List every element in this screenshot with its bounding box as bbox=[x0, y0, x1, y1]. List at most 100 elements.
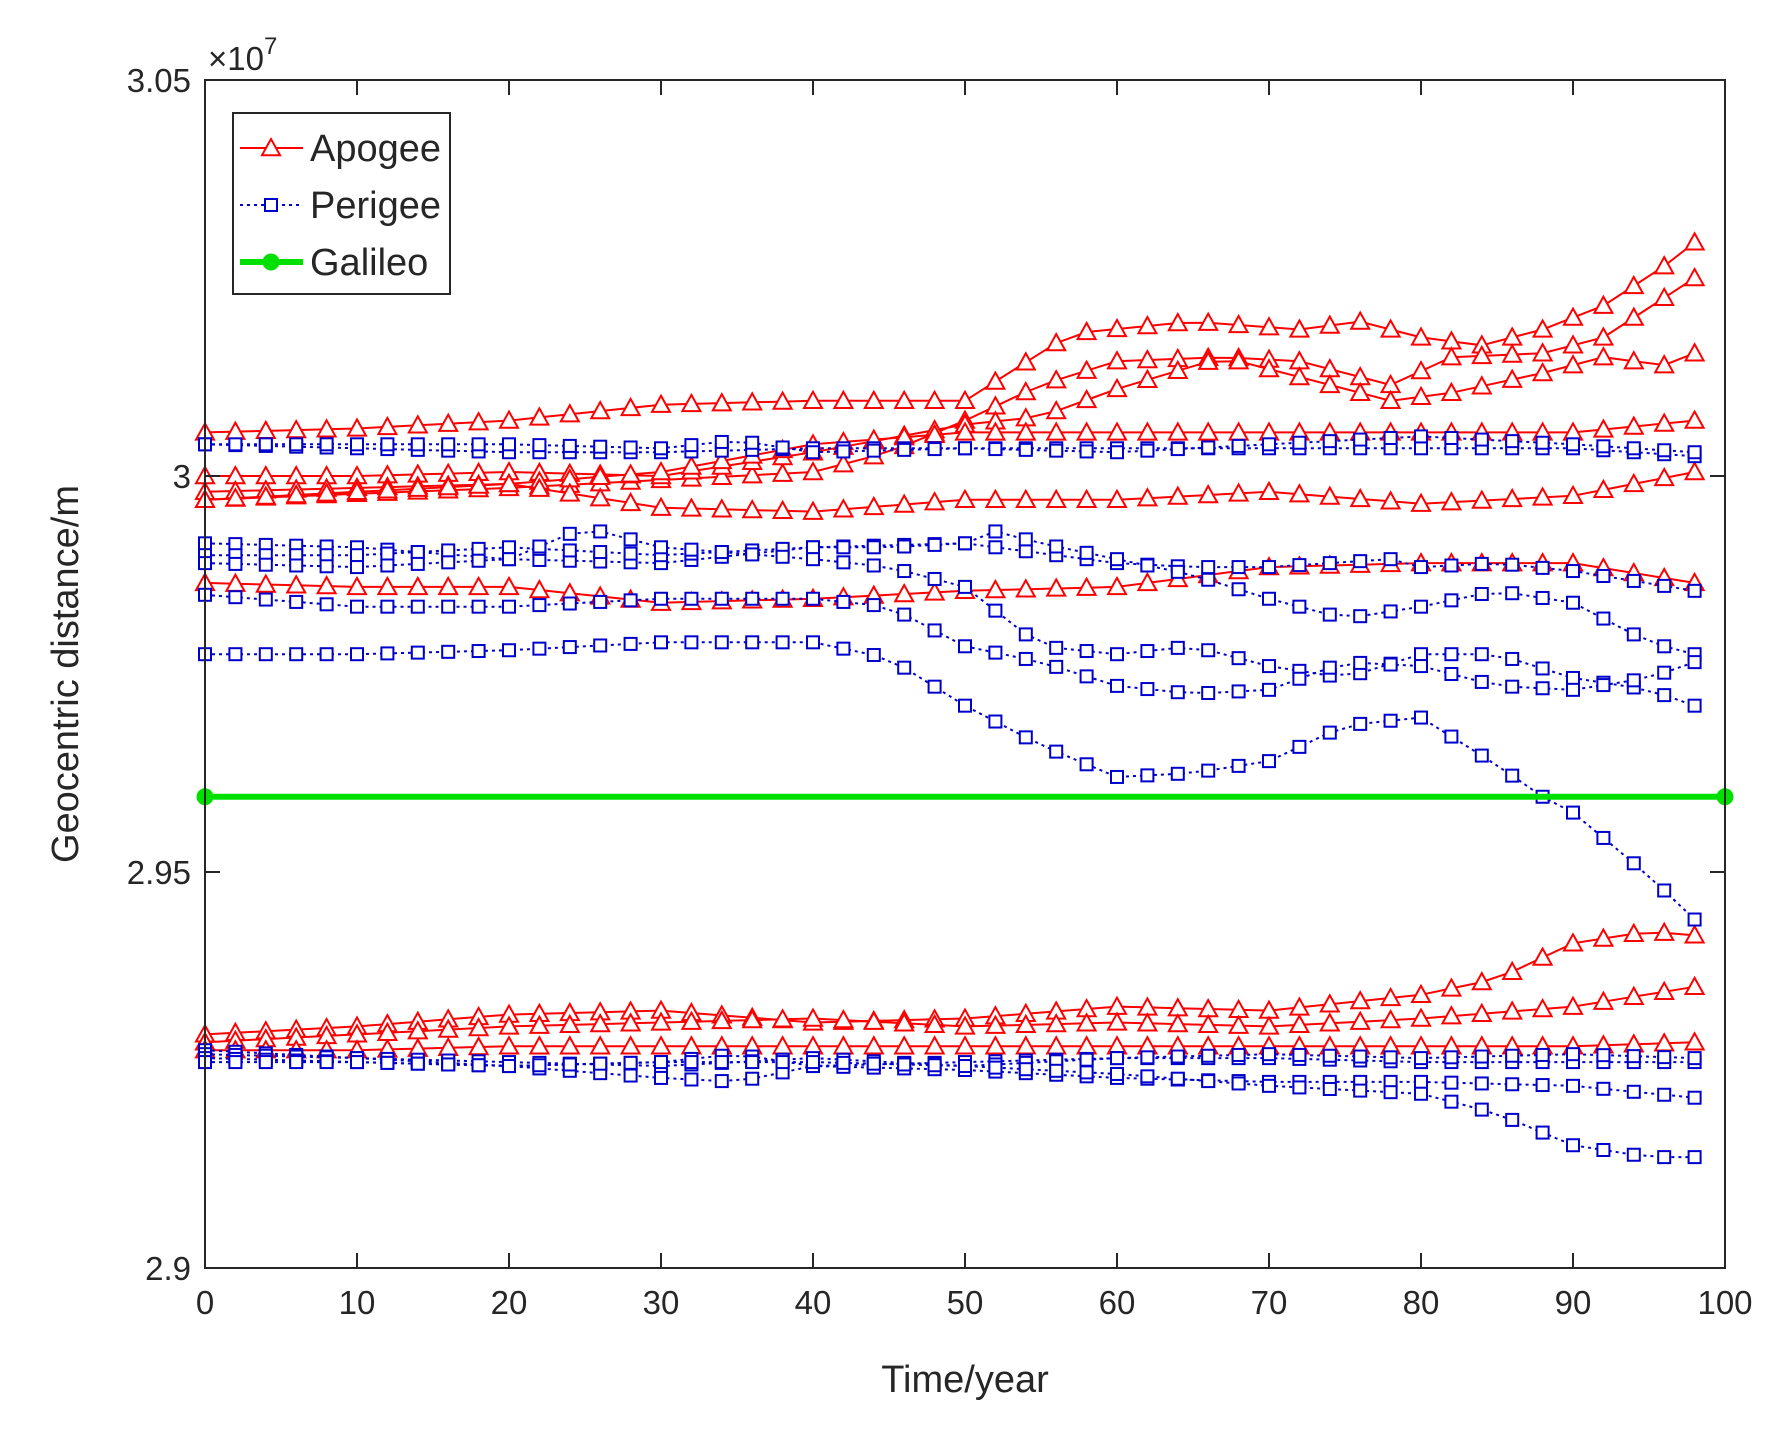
data-point bbox=[984, 421, 1007, 441]
legend-label: Galileo bbox=[310, 242, 428, 284]
data-point bbox=[410, 556, 425, 571]
data-point bbox=[1322, 1048, 1337, 1063]
data-point bbox=[441, 644, 456, 659]
data-point bbox=[1505, 1048, 1520, 1063]
data-point bbox=[285, 574, 307, 594]
data-point bbox=[1015, 578, 1037, 598]
data-point bbox=[319, 647, 334, 662]
data-point bbox=[1566, 805, 1580, 820]
data-point bbox=[437, 575, 459, 596]
data-point bbox=[319, 597, 334, 612]
data-point bbox=[1201, 763, 1216, 778]
data-point bbox=[502, 437, 516, 452]
data-point bbox=[1258, 480, 1280, 501]
data-point bbox=[441, 599, 456, 614]
data-point bbox=[502, 540, 516, 555]
data-point bbox=[832, 453, 855, 473]
data-point bbox=[988, 1060, 1003, 1075]
data-point bbox=[350, 599, 364, 614]
data-point bbox=[441, 555, 456, 570]
data-point bbox=[1414, 647, 1428, 662]
data-point bbox=[1106, 317, 1128, 338]
data-point bbox=[1474, 1102, 1489, 1117]
data-point bbox=[863, 495, 885, 516]
data-point bbox=[410, 1056, 425, 1071]
data-point bbox=[289, 558, 304, 573]
data-point bbox=[1322, 1082, 1337, 1097]
data-point bbox=[1079, 644, 1094, 659]
data-point bbox=[1379, 490, 1402, 510]
data-point bbox=[771, 499, 794, 520]
data-point bbox=[1288, 365, 1311, 386]
data-point bbox=[954, 389, 976, 409]
data-point bbox=[1379, 1009, 1402, 1029]
data-point bbox=[1683, 231, 1706, 251]
data-point bbox=[1535, 1125, 1550, 1140]
data-point bbox=[1626, 441, 1641, 456]
data-point bbox=[1440, 346, 1463, 366]
legend-label: Apogee bbox=[310, 128, 441, 170]
data-point bbox=[562, 640, 577, 655]
data-point bbox=[1383, 1050, 1398, 1065]
data-point bbox=[988, 540, 1003, 555]
x-tick-label: 40 bbox=[795, 1284, 832, 1321]
data-point bbox=[1440, 1005, 1463, 1025]
data-point bbox=[1140, 443, 1155, 458]
data-point bbox=[1410, 385, 1432, 405]
data-point bbox=[1353, 655, 1368, 670]
data-point bbox=[1201, 1074, 1216, 1089]
data-point bbox=[1079, 444, 1094, 459]
data-point bbox=[1566, 1138, 1580, 1153]
data-point bbox=[623, 1055, 638, 1070]
data-point bbox=[1292, 1047, 1307, 1062]
data-point bbox=[1505, 434, 1520, 449]
data-point bbox=[1501, 487, 1523, 508]
data-point bbox=[1566, 682, 1580, 697]
data-point bbox=[684, 1072, 699, 1087]
data-point bbox=[380, 546, 395, 561]
data-point bbox=[1414, 441, 1428, 456]
data-point bbox=[1015, 1013, 1037, 1034]
data-point bbox=[1353, 1049, 1368, 1064]
data-point bbox=[1623, 985, 1645, 1005]
data-point bbox=[863, 389, 885, 409]
data-point bbox=[289, 1055, 304, 1070]
data-point bbox=[1015, 1035, 1037, 1055]
data-point bbox=[988, 524, 1003, 539]
data-point bbox=[1683, 409, 1706, 429]
data-point bbox=[1566, 564, 1580, 579]
legend-marker bbox=[262, 253, 280, 271]
data-point bbox=[532, 1058, 547, 1073]
data-point bbox=[1626, 627, 1641, 642]
data-point bbox=[1505, 768, 1520, 783]
data-point bbox=[1505, 557, 1520, 572]
data-point bbox=[806, 1055, 820, 1070]
data-point bbox=[410, 545, 425, 560]
data-point bbox=[1444, 1075, 1459, 1090]
data-point bbox=[714, 591, 729, 606]
data-point bbox=[1683, 342, 1706, 362]
x-tick-label: 90 bbox=[1555, 1284, 1592, 1321]
data-point bbox=[623, 440, 638, 455]
data-point bbox=[1319, 993, 1341, 1013]
data-point bbox=[1414, 1051, 1428, 1066]
data-point bbox=[1626, 1049, 1641, 1064]
data-point bbox=[593, 638, 608, 653]
data-point bbox=[1440, 491, 1463, 511]
data-point bbox=[1075, 359, 1098, 379]
data-point bbox=[714, 545, 729, 560]
data-point bbox=[654, 1070, 668, 1085]
data-point bbox=[1075, 388, 1098, 409]
series-line bbox=[205, 1061, 1695, 1159]
data-point bbox=[893, 493, 915, 513]
data-point bbox=[866, 598, 881, 613]
data-point bbox=[1687, 1051, 1702, 1066]
data-point bbox=[1444, 593, 1459, 608]
data-point bbox=[1140, 1050, 1155, 1065]
data-point bbox=[1170, 1049, 1185, 1064]
data-point bbox=[1683, 975, 1706, 996]
data-point bbox=[711, 1009, 733, 1030]
y-tick-label: 3 bbox=[173, 458, 191, 495]
data-point bbox=[1474, 748, 1489, 763]
data-point bbox=[346, 575, 368, 596]
